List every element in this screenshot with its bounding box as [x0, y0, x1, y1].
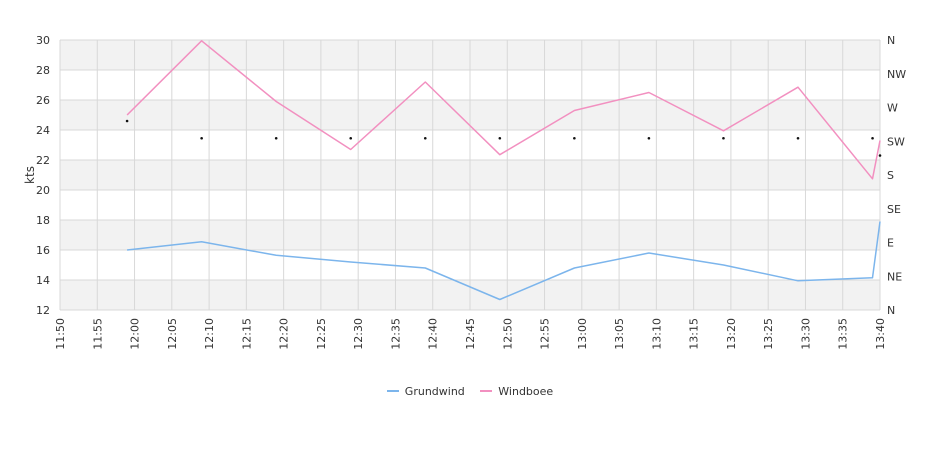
- y-tick-label: 22: [36, 154, 50, 167]
- x-tick-label: 13:05: [613, 318, 626, 350]
- x-tick-label: 11:55: [91, 318, 104, 350]
- direction-point: [647, 136, 651, 140]
- y-tick-label: 14: [36, 274, 50, 287]
- direction-point: [349, 136, 353, 140]
- right-axis-label: NW: [887, 68, 906, 81]
- x-tick-label: 12:25: [315, 318, 328, 350]
- y-tick-label: 28: [36, 64, 50, 77]
- x-tick-label: 13:25: [762, 318, 775, 350]
- y-tick-label: 18: [36, 214, 50, 227]
- right-axis-label: N: [887, 304, 895, 317]
- direction-point: [423, 136, 427, 140]
- direction-point: [125, 119, 129, 123]
- x-tick-label: 13:10: [650, 318, 663, 350]
- legend: Grundwind Windboee: [0, 385, 940, 398]
- x-tick-label: 11:50: [54, 318, 67, 350]
- series-line-grundwind: [127, 221, 881, 301]
- y-tick-label: 20: [36, 184, 50, 197]
- series-line-windboee: [126, 40, 881, 180]
- y-tick-label: 24: [36, 124, 50, 137]
- x-tick-label: 13:20: [725, 318, 738, 350]
- x-tick-label: 13:35: [837, 318, 850, 350]
- right-axis-label: NE: [887, 270, 902, 283]
- direction-point: [871, 136, 874, 140]
- right-axis-label: N: [887, 34, 895, 47]
- legend-swatch-windboee: [480, 390, 493, 392]
- right-axis-label: W: [887, 102, 898, 115]
- y-tick-label: 30: [36, 34, 50, 47]
- legend-label-grundwind: Grundwind: [404, 385, 465, 398]
- direction-point: [878, 154, 882, 157]
- legend-label-windboee: Windboee: [498, 385, 554, 398]
- y-tick-label: 12: [36, 304, 50, 317]
- x-tick-label: 12:35: [389, 318, 402, 350]
- x-tick-label: 12:05: [166, 318, 179, 350]
- x-tick-label: 13:15: [688, 318, 701, 350]
- x-tick-label: 12:10: [203, 318, 216, 350]
- x-tick-label: 13:40: [874, 318, 887, 350]
- direction-point: [573, 136, 576, 140]
- x-tick-label: 12:00: [129, 318, 142, 350]
- y-tick-label: 26: [36, 94, 50, 107]
- direction-point: [722, 136, 725, 140]
- right-axis-label: SE: [887, 203, 901, 216]
- x-tick-label: 12:55: [539, 318, 552, 350]
- direction-point: [796, 136, 800, 140]
- right-axis-label: S: [887, 169, 894, 182]
- direction-point: [200, 136, 203, 140]
- legend-item-windboee[interactable]: Windboee: [480, 385, 553, 398]
- direction-point: [274, 136, 278, 140]
- x-tick-label: 12:15: [240, 318, 253, 350]
- x-tick-label: 12:20: [278, 318, 291, 350]
- legend-item-grundwind[interactable]: Grundwind: [386, 385, 465, 398]
- x-tick-label: 13:30: [799, 318, 812, 350]
- x-tick-label: 13:00: [576, 318, 589, 350]
- y-axis-title: kts: [23, 166, 37, 184]
- legend-swatch-grundwind: [386, 390, 399, 392]
- x-tick-label: 12:50: [501, 318, 514, 350]
- right-axis-label: E: [887, 237, 894, 250]
- x-tick-label: 12:40: [427, 318, 440, 350]
- x-tick-label: 12:45: [464, 318, 477, 350]
- y-tick-label: 16: [36, 244, 50, 257]
- right-axis-label: SW: [887, 135, 905, 148]
- direction-point: [498, 136, 502, 140]
- x-tick-label: 12:30: [352, 318, 365, 350]
